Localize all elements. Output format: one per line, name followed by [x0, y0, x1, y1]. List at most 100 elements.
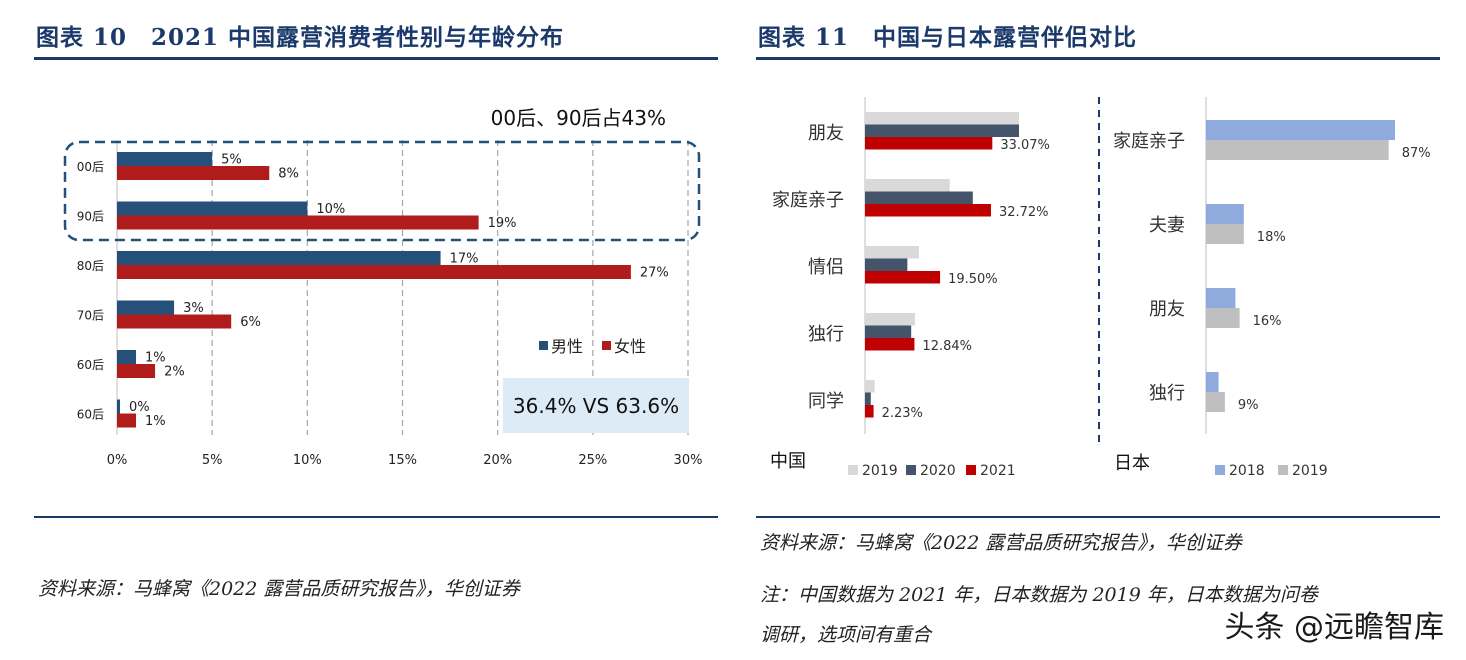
- bar-value-label: 3%: [183, 301, 204, 316]
- share-annotation: 00后、90后占43%: [491, 106, 666, 130]
- category-label: 朋友: [808, 123, 844, 144]
- china-bar-2019: [865, 246, 919, 259]
- category-label: 独行: [808, 324, 844, 345]
- china-companion-chart: 朋友 33.07% 家庭亲子 32.72% 情侣 19.50% 独行 12.84% 同学 2.23…: [770, 97, 1050, 479]
- bar-value-label: 2.23%: [882, 406, 923, 421]
- category-label: 70后: [77, 309, 104, 323]
- x-tick-label: 15%: [388, 453, 417, 468]
- right-figure-title: 图表 11 中国与日本露营伴侣对比: [758, 24, 1138, 51]
- china-bar-2021: [865, 405, 874, 418]
- ratio-annotation: 36.4% VS 63.6%: [513, 394, 679, 418]
- female-bar: [117, 364, 156, 378]
- male-bar: [117, 152, 213, 166]
- china-bar-2021: [865, 137, 993, 150]
- japan-bar-2018: [1206, 372, 1219, 392]
- category-label: 80后: [77, 259, 104, 273]
- right-bottom-rule: [756, 516, 1440, 518]
- x-tick-label: 20%: [483, 453, 512, 468]
- china-panel-title: 中国: [770, 451, 806, 472]
- x-tick-label: 30%: [674, 453, 703, 468]
- china-bar-2019: [865, 313, 916, 326]
- male-bar: [117, 300, 175, 315]
- japan-panel-title: 日本: [1114, 453, 1150, 474]
- female-bar: [117, 166, 270, 180]
- bar-value-label: 1%: [145, 414, 166, 429]
- bar-value-label: 9%: [1238, 398, 1259, 413]
- category-label: 60后: [77, 358, 104, 372]
- bar-value-label: 8%: [278, 167, 299, 182]
- japan-companion-chart: 家庭亲子 87% 夫妻 18% 朋友 16% 独行 9% 日本 2018 2019: [1098, 97, 1431, 479]
- legend-label: 2019: [1292, 463, 1328, 479]
- bar-value-label: 32.72%: [999, 205, 1049, 220]
- china-bar-2020: [865, 124, 1019, 137]
- bar-value-label: 0%: [129, 400, 150, 415]
- china-bar-2020: [865, 325, 912, 338]
- bar-value-label: 2%: [164, 365, 185, 380]
- legend-label: 2019: [862, 463, 898, 479]
- china-bar-2019: [865, 179, 950, 192]
- bar-value-label: 18%: [1257, 230, 1286, 245]
- category-label: 夫妻: [1149, 215, 1185, 236]
- watermark: 头条 @远瞻智库: [1224, 610, 1444, 645]
- x-tick-label: 0%: [107, 453, 128, 468]
- left-figure-title: 图表 10 2021 中国露营消费者性别与年龄分布: [36, 24, 565, 51]
- china-bar-2021: [865, 338, 915, 351]
- left-bottom-rule: [34, 516, 718, 518]
- female-bar: [117, 215, 479, 230]
- japan-bar-2019: [1206, 392, 1225, 412]
- category-label: 同学: [808, 391, 844, 412]
- bar-value-label: 87%: [1402, 146, 1431, 161]
- legend-label: 2021: [980, 463, 1016, 479]
- legend-swatch: [848, 465, 858, 475]
- china-bar-2021: [865, 204, 991, 217]
- japan-bar-2018: [1206, 288, 1236, 308]
- male-bar: [117, 201, 308, 216]
- male-bar: [117, 350, 137, 364]
- bar-value-label: 5%: [221, 153, 242, 168]
- category-label: 家庭亲子: [1113, 131, 1185, 152]
- bar-value-label: 1%: [145, 351, 166, 366]
- ratio-highlight-box: [503, 378, 689, 433]
- legend-swatch: [539, 341, 548, 350]
- category-label: 独行: [1149, 383, 1185, 404]
- female-bar: [117, 265, 631, 279]
- bar-value-label: 16%: [1253, 314, 1282, 329]
- japan-bar-2019: [1206, 224, 1244, 244]
- right-note-line1: 注：中国数据为 2021 年，日本数据为 2019 年，日本数据为问卷: [760, 584, 1318, 606]
- female-bar: [117, 314, 232, 329]
- legend-swatch: [966, 465, 976, 475]
- bar-value-label: 27%: [640, 266, 669, 281]
- japan-bar-2018: [1206, 120, 1395, 140]
- bar-value-label: 19%: [488, 216, 517, 231]
- left-source: 资料来源：马蜂窝《2022 露营品质研究报告》，华创证券: [38, 578, 520, 600]
- china-bar-2020: [865, 392, 871, 405]
- x-tick-label: 25%: [578, 453, 607, 468]
- china-bar-2019: [865, 112, 1019, 125]
- bar-value-label: 10%: [316, 202, 345, 217]
- legend-swatch: [1278, 465, 1288, 475]
- category-label: 朋友: [1149, 299, 1185, 320]
- category-label: 60后: [77, 408, 104, 422]
- x-tick-label: 10%: [293, 453, 322, 468]
- category-label: 情侣: [808, 257, 844, 278]
- gender-age-chart: 0% 5% 10% 15% 20% 25% 30% 36.4% VS 63.6% 00后、90后…: [63, 106, 703, 468]
- right-title-rule: [756, 57, 1440, 60]
- china-bar-2021: [865, 271, 941, 284]
- china-bar-2020: [865, 191, 973, 204]
- japan-bar-2019: [1206, 308, 1240, 328]
- category-label: 00后: [77, 160, 104, 174]
- female-bar: [117, 413, 137, 428]
- japan-bar-2019: [1206, 140, 1389, 160]
- right-source: 资料来源：马蜂窝《2022 露营品质研究报告》，华创证券: [760, 532, 1242, 554]
- right-note-line2: 调研，选项间有重合: [760, 624, 932, 646]
- china-bar-2019: [865, 380, 875, 393]
- x-tick-label: 5%: [202, 453, 223, 468]
- legend-label: 男性: [551, 337, 583, 356]
- category-label: 家庭亲子: [772, 190, 844, 211]
- male-bar: [117, 251, 441, 265]
- bar-value-label: 17%: [450, 252, 479, 267]
- bar-value-label: 12.84%: [922, 339, 972, 354]
- legend-swatch: [906, 465, 916, 475]
- japan-bar-2018: [1206, 204, 1244, 224]
- category-label: 90后: [77, 210, 104, 224]
